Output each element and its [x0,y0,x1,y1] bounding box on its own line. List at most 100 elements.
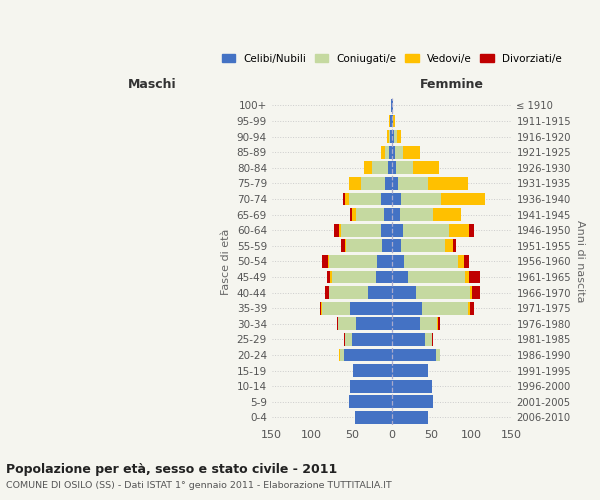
Bar [325,286,329,299]
Bar [337,318,338,330]
Bar [388,162,392,174]
Bar [320,302,322,314]
Bar [344,333,346,345]
Bar [401,192,441,205]
Bar [382,240,392,252]
Bar [397,130,401,143]
Bar [368,286,392,299]
Bar [413,162,439,174]
Bar [469,224,474,236]
Bar [353,364,392,377]
Bar [384,208,392,221]
Bar [400,208,433,221]
Bar [470,286,472,299]
Bar [392,318,419,330]
Bar [334,224,339,236]
Bar [436,348,440,362]
Bar [389,146,392,158]
Bar [339,348,340,362]
Bar [431,333,433,345]
Bar [330,270,332,283]
Bar [352,208,356,221]
Bar [396,162,413,174]
Bar [389,130,390,143]
Y-axis label: Fasce di età: Fasce di età [221,228,231,294]
Bar [332,270,376,283]
Bar [380,146,385,158]
Bar [356,318,392,330]
Bar [394,130,397,143]
Bar [392,270,408,283]
Bar [392,130,394,143]
Bar [395,146,403,158]
Bar [376,270,392,283]
Bar [445,240,453,252]
Bar [328,255,329,268]
Bar [341,240,344,252]
Bar [322,255,328,268]
Bar [392,114,394,128]
Bar [392,146,395,158]
Bar [433,208,461,221]
Bar [425,333,431,345]
Bar [329,286,368,299]
Bar [392,162,396,174]
Bar [350,380,392,392]
Bar [356,208,384,221]
Bar [350,208,352,221]
Bar [350,302,392,314]
Bar [343,192,344,205]
Bar [389,114,390,128]
Bar [391,99,392,112]
Bar [322,302,350,314]
Bar [372,162,388,174]
Bar [385,177,392,190]
Bar [453,240,455,252]
Bar [438,318,440,330]
Bar [327,270,330,283]
Bar [392,286,416,299]
Bar [387,130,389,143]
Bar [392,348,436,362]
Bar [346,240,382,252]
Bar [441,192,485,205]
Bar [449,224,469,236]
Bar [390,130,392,143]
Bar [392,240,401,252]
Bar [380,224,392,236]
Bar [408,270,465,283]
Bar [344,192,349,205]
Text: Femmine: Femmine [419,78,484,91]
Bar [361,177,385,190]
Bar [355,411,392,424]
Bar [352,333,392,345]
Bar [422,302,469,314]
Bar [392,302,422,314]
Bar [403,224,449,236]
Bar [472,286,479,299]
Legend: Celibi/Nubili, Coniugati/e, Vedovi/e, Divorziati/e: Celibi/Nubili, Coniugati/e, Vedovi/e, Di… [222,54,562,64]
Bar [392,411,428,424]
Bar [458,255,464,268]
Bar [341,224,380,236]
Bar [470,302,474,314]
Bar [349,396,392,408]
Bar [392,333,425,345]
Bar [401,240,445,252]
Text: COMUNE DI OSILO (SS) - Dati ISTAT 1° gennaio 2011 - Elaborazione TUTTITALIA.IT: COMUNE DI OSILO (SS) - Dati ISTAT 1° gen… [6,481,392,490]
Bar [390,114,392,128]
Bar [404,255,458,268]
Bar [340,348,344,362]
Bar [419,318,437,330]
Bar [392,192,401,205]
Bar [469,270,479,283]
Bar [403,146,421,158]
Bar [464,255,469,268]
Bar [380,192,392,205]
Text: Maschi: Maschi [128,78,176,91]
Bar [346,333,352,345]
Bar [344,240,346,252]
Bar [465,270,469,283]
Bar [338,318,356,330]
Bar [394,114,395,128]
